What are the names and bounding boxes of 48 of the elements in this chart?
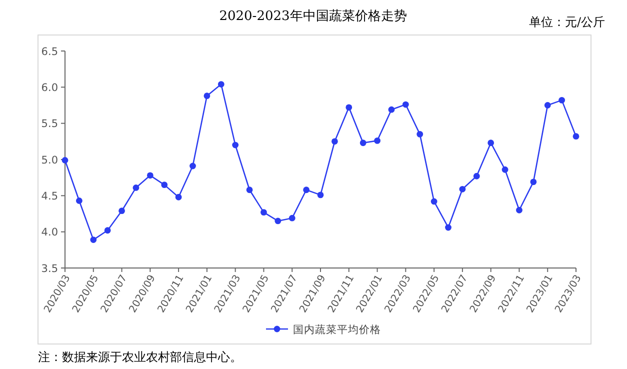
point <box>516 206 522 214</box>
point <box>204 92 210 100</box>
point <box>274 218 282 224</box>
point <box>445 224 452 231</box>
y-tick-label: 3.5 <box>41 262 58 275</box>
point <box>402 101 409 108</box>
point <box>416 130 424 138</box>
text: 注：数据来源于农业农村部信息中心。 <box>38 350 242 364</box>
point <box>430 198 438 205</box>
point <box>62 157 68 164</box>
point <box>558 96 566 104</box>
y-tick-label: 5.5 <box>41 118 58 130</box>
point <box>260 209 267 216</box>
y-tick-label: 6.0 <box>41 82 58 94</box>
point <box>374 137 380 144</box>
chart-title: 2020-2023年中国蔬菜价格走势 <box>219 9 407 24</box>
point <box>303 186 310 194</box>
point <box>104 227 111 234</box>
point <box>90 236 97 243</box>
point <box>132 184 140 191</box>
point <box>544 102 551 108</box>
point <box>218 81 224 88</box>
point <box>232 142 239 148</box>
point <box>146 172 154 179</box>
point <box>473 172 480 180</box>
point <box>459 186 466 192</box>
point <box>488 140 494 146</box>
point <box>246 186 253 194</box>
point <box>175 194 182 200</box>
point <box>360 140 366 146</box>
point <box>388 106 395 113</box>
point <box>317 192 324 198</box>
y-tick-label: 4.5 <box>41 190 58 202</box>
point <box>76 198 82 204</box>
text: 单位：元/公斤 <box>528 15 605 29</box>
point <box>530 178 537 186</box>
point <box>288 214 296 222</box>
legend-label: 国内蔬菜平均价格 <box>293 323 381 336</box>
point <box>190 162 196 170</box>
point <box>502 166 508 173</box>
y-tick-label: 6.5 <box>41 46 58 58</box>
point <box>118 208 125 214</box>
point <box>572 133 580 140</box>
point <box>161 182 168 188</box>
point <box>346 104 352 111</box>
y-tick-label: 4.0 <box>41 226 58 239</box>
y-tick-label: 5.0 <box>41 154 58 166</box>
point <box>331 138 338 145</box>
